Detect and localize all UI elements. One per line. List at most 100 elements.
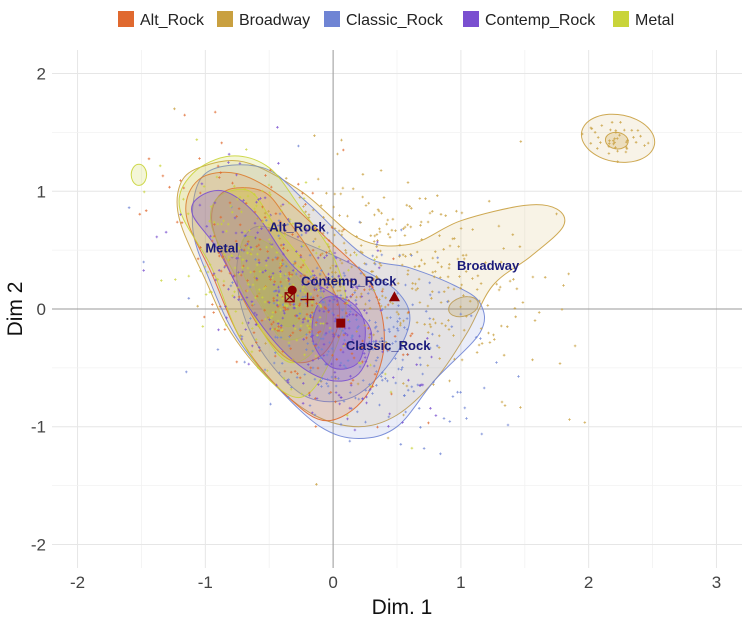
point-contemp_rock <box>224 305 227 308</box>
point-metal <box>317 288 320 292</box>
point-alt_rock <box>276 329 279 332</box>
point-alt_rock <box>260 319 264 322</box>
point-metal <box>236 197 239 201</box>
point-contemp_rock <box>333 319 337 323</box>
point-metal <box>238 255 241 258</box>
point-contemp_rock <box>328 299 332 303</box>
point-classic_rock <box>321 377 324 380</box>
point-broadway <box>614 146 617 149</box>
point-classic_rock <box>350 336 353 340</box>
point-alt_rock <box>351 293 354 296</box>
point-alt_rock <box>304 203 307 206</box>
point-classic_rock <box>394 357 397 360</box>
point-contemp_rock <box>325 362 329 366</box>
point-broadway <box>480 342 484 345</box>
point-contemp_rock <box>221 230 225 234</box>
point-contemp_rock <box>247 321 250 325</box>
point-contemp_rock <box>335 299 339 303</box>
point-alt_rock <box>263 308 266 312</box>
point-classic_rock <box>416 383 420 387</box>
point-alt_rock <box>286 249 289 252</box>
point-broadway <box>340 138 343 142</box>
point-metal <box>277 301 280 305</box>
point-broadway <box>531 275 535 279</box>
group-label-alt_rock: Alt_Rock <box>269 219 326 234</box>
point-classic_rock <box>297 144 300 148</box>
point-classic_rock <box>386 379 389 383</box>
point-contemp_rock <box>245 259 248 263</box>
point-contemp_rock <box>377 266 381 270</box>
point-alt_rock <box>144 209 148 212</box>
point-contemp_rock <box>388 412 391 416</box>
point-broadway <box>493 338 496 341</box>
point-alt_rock <box>281 258 284 262</box>
point-broadway <box>391 217 395 221</box>
point-contemp_rock <box>237 271 240 274</box>
point-contemp_rock <box>327 272 330 276</box>
point-broadway <box>381 287 385 291</box>
point-classic_rock <box>368 340 371 344</box>
point-metal <box>186 212 190 216</box>
point-alt_rock <box>276 256 280 260</box>
point-classic_rock <box>272 301 276 305</box>
point-broadway <box>431 270 435 274</box>
group-label-metal: Metal <box>205 240 238 255</box>
point-classic_rock <box>309 275 313 279</box>
point-broadway <box>361 195 364 199</box>
point-contemp_rock <box>317 383 320 386</box>
point-classic_rock <box>380 375 383 378</box>
point-classic_rock <box>410 385 414 389</box>
point-metal <box>345 413 349 417</box>
x-tick-label: 3 <box>712 573 721 592</box>
y-tick-label: -1 <box>31 418 46 437</box>
point-classic_rock <box>356 326 359 330</box>
point-broadway <box>468 299 472 303</box>
point-contemp_rock <box>255 200 258 204</box>
point-classic_rock <box>465 417 468 420</box>
point-broadway <box>328 250 331 253</box>
point-classic_rock <box>320 385 323 388</box>
point-contemp_rock <box>365 401 368 405</box>
point-metal <box>355 253 358 257</box>
point-metal <box>255 204 258 208</box>
point-broadway <box>448 379 451 383</box>
point-classic_rock <box>342 399 346 403</box>
point-contemp_rock <box>360 295 364 298</box>
point-classic_rock <box>354 299 358 302</box>
point-broadway <box>419 220 423 224</box>
point-broadway <box>475 351 479 354</box>
point-contemp_rock <box>251 344 254 348</box>
point-metal <box>310 300 314 304</box>
point-alt_rock <box>218 176 221 179</box>
point-classic_rock <box>312 342 315 346</box>
point-classic_rock <box>451 395 455 398</box>
point-broadway <box>361 251 364 255</box>
point-classic_rock <box>391 342 394 345</box>
point-alt_rock <box>242 248 246 252</box>
point-broadway <box>477 343 481 347</box>
point-broadway <box>437 346 441 349</box>
point-alt_rock <box>278 220 282 224</box>
axes: -2 -1 0 1 2 3 -2 -1 0 1 2 Dim. 1 Dim 2 <box>4 65 721 619</box>
point-broadway <box>379 169 383 172</box>
point-broadway <box>370 270 373 273</box>
point-broadway <box>341 297 345 300</box>
point-metal <box>297 265 300 268</box>
point-classic_rock <box>448 420 452 423</box>
point-metal <box>264 285 267 289</box>
point-broadway <box>456 257 460 261</box>
point-classic_rock <box>327 350 330 353</box>
point-broadway <box>338 214 341 217</box>
point-contemp_rock <box>434 414 438 417</box>
point-broadway <box>452 287 456 291</box>
point-metal <box>208 219 211 223</box>
point-broadway <box>451 237 455 241</box>
point-metal <box>317 245 321 249</box>
point-alt_rock <box>312 276 315 280</box>
point-metal <box>295 338 299 342</box>
point-metal <box>243 230 247 233</box>
point-classic_rock <box>428 293 432 297</box>
point-broadway <box>498 285 502 289</box>
point-broadway <box>313 237 317 241</box>
group-label-classic_rock: Classic_Rock <box>346 338 431 353</box>
